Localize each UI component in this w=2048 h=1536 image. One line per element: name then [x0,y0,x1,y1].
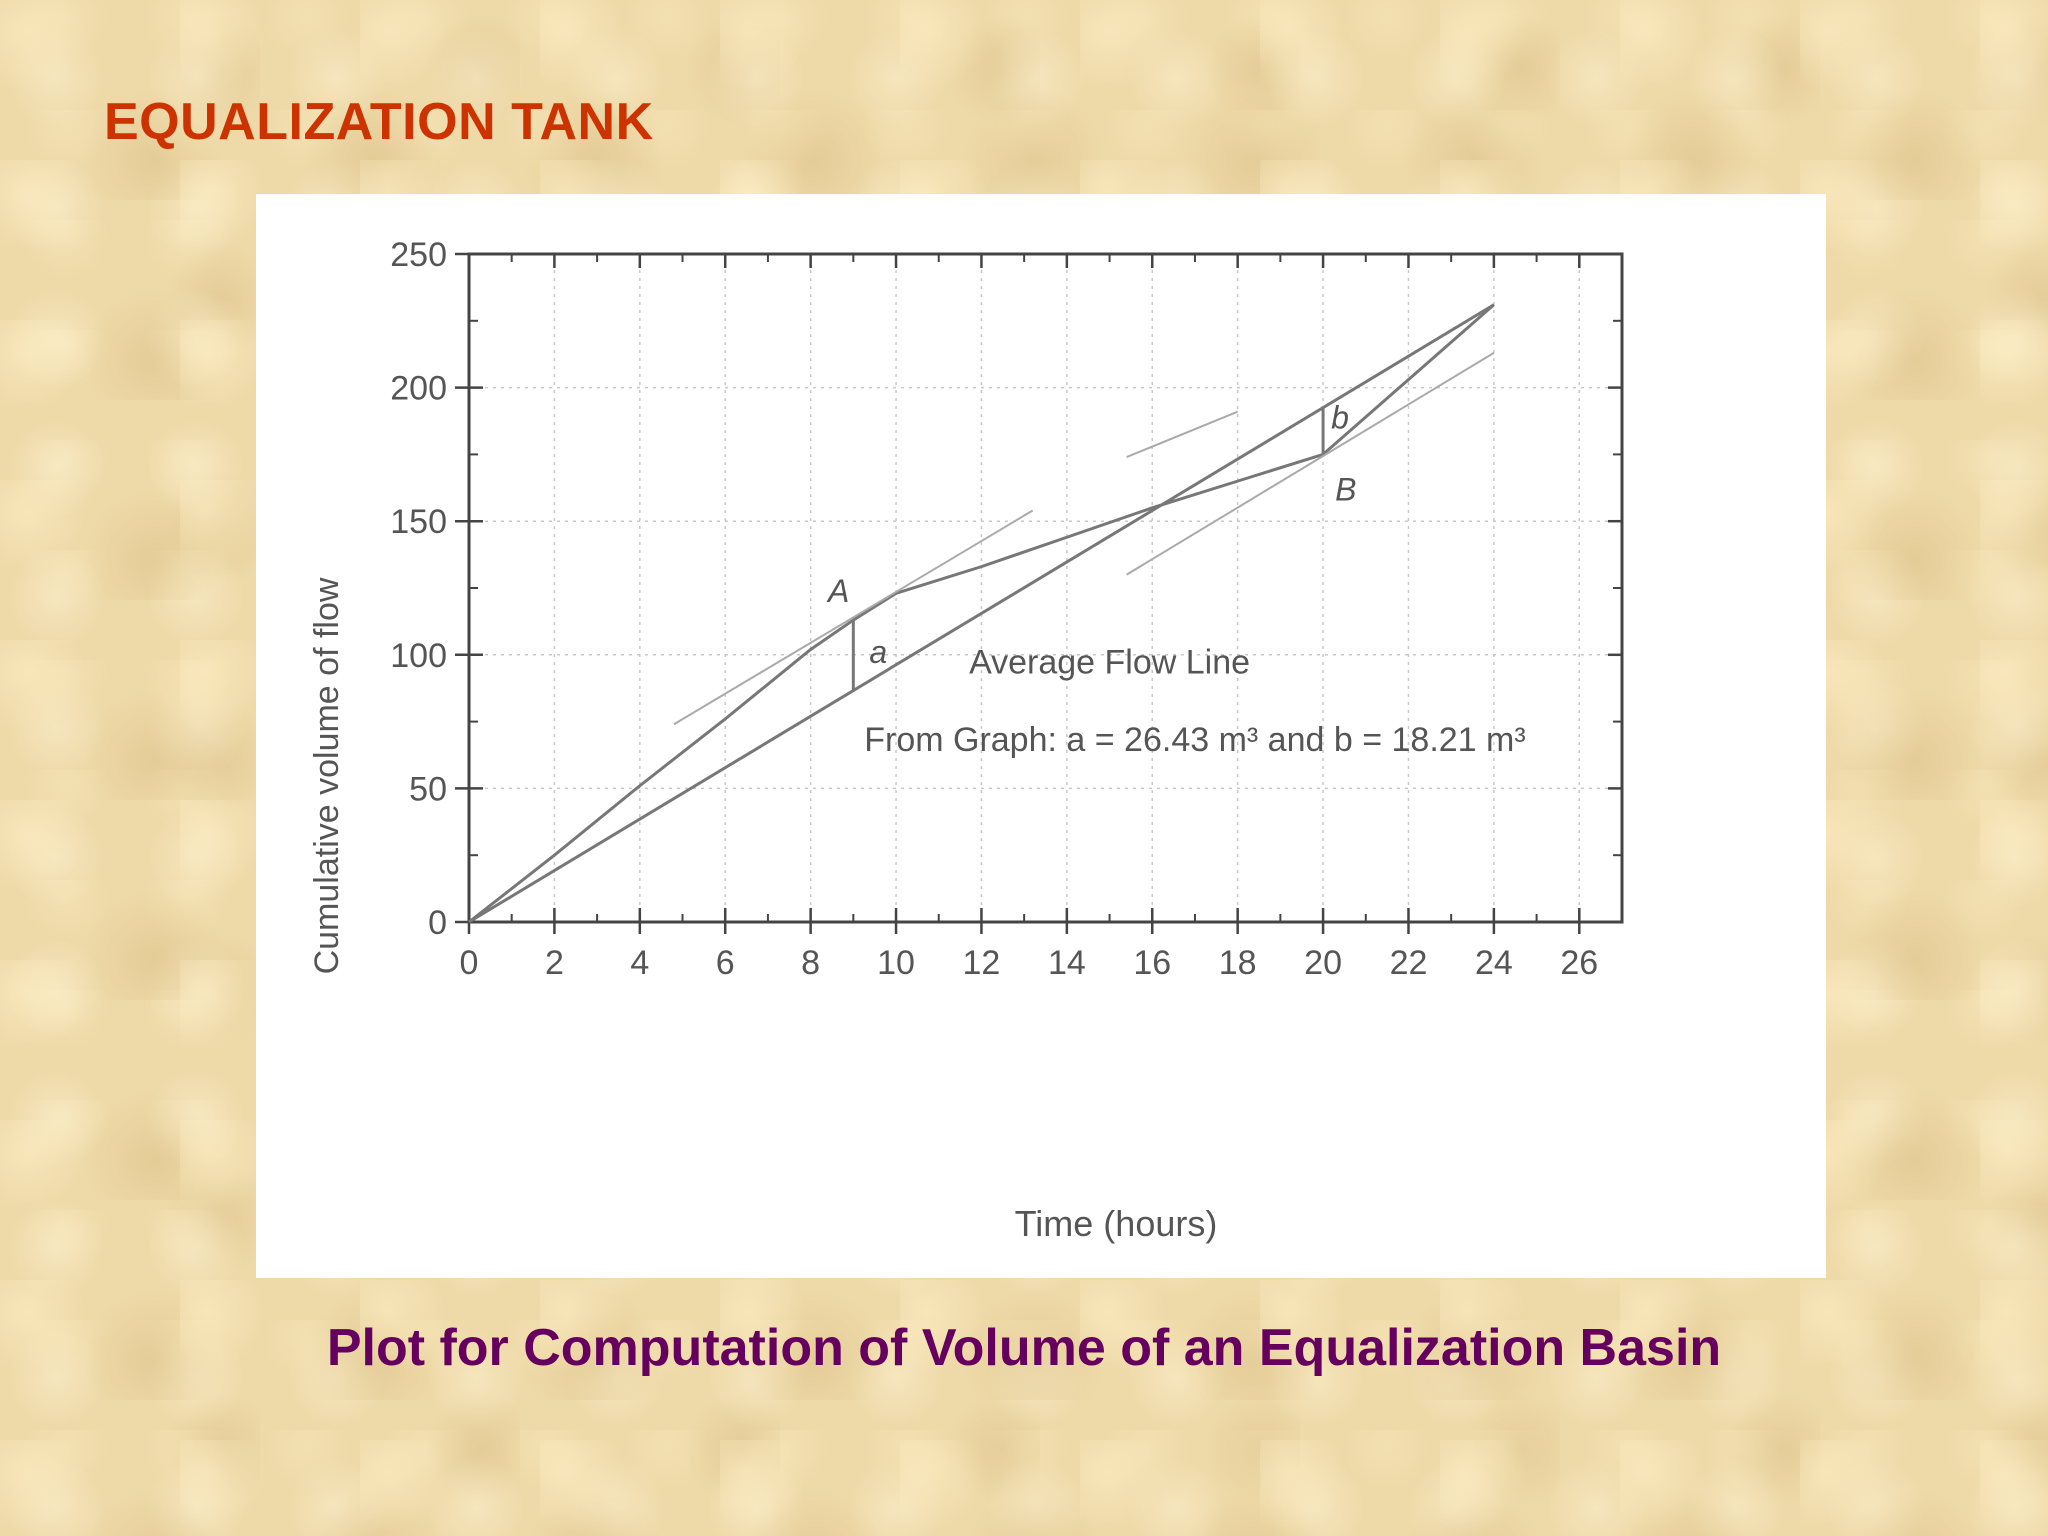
x-tick-label: 26 [1560,944,1598,982]
y-tick-label: 200 [390,370,447,408]
slide-title: EQUALIZATION TANK [104,93,654,151]
annotations: Aa bB Average Flow Line From Graph: a = 26.… [826,399,1526,759]
annotation-1: a [869,634,887,670]
series-tangent-c [1126,410,1239,458]
grid [468,253,1622,923]
x-axis-label: Time (hours) [1015,1203,1218,1244]
y-axis-label: Cumulative volume of flow [308,577,346,974]
x-tick-label: 20 [1304,944,1342,982]
x-tick-label: 0 [460,944,479,982]
series-average-flow [468,303,1495,924]
x-tick-label: 10 [877,944,915,982]
x-tick-label: 12 [963,944,1001,982]
series [468,303,1495,924]
y-tick-label: 0 [428,904,447,942]
x-tick-label: 22 [1390,944,1428,982]
slide-caption: Plot for Computation of Volume of an Equ… [326,1319,1722,1377]
x-tick-label: 16 [1133,944,1171,982]
y-tick-label: 150 [390,503,447,541]
series-cumulative-flow [468,303,1495,924]
markers [851,406,1325,690]
annotation-5: From Graph: a = 26.43 m³ and b = 18.21 m… [864,721,1525,759]
x-tick-label: 8 [801,944,820,982]
y-tick-label: 50 [409,770,447,808]
y-tick-label: 100 [390,637,447,675]
x-tick-label: 6 [716,944,735,982]
series-tangent-b [1126,352,1495,576]
x-tick-label: 4 [630,944,649,982]
annotation-0: A [826,573,849,609]
annotation-4: Average Flow Line [969,644,1250,682]
series-tangent-a [673,509,1034,726]
x-tick-label: 14 [1048,944,1086,982]
chart-figure: 0 2 4 6 8 10 12 14 16 18 20 22 24 26 0 50 100 150 200 250 A… [256,194,1826,1278]
annotation-2: b [1331,399,1349,435]
x-tick-label: 24 [1475,944,1513,982]
y-tick-label: 250 [390,236,447,274]
annotation-3: B [1335,471,1356,507]
x-tick-label: 2 [545,944,564,982]
x-tick-label: 18 [1219,944,1257,982]
plot-frame [467,252,1624,924]
